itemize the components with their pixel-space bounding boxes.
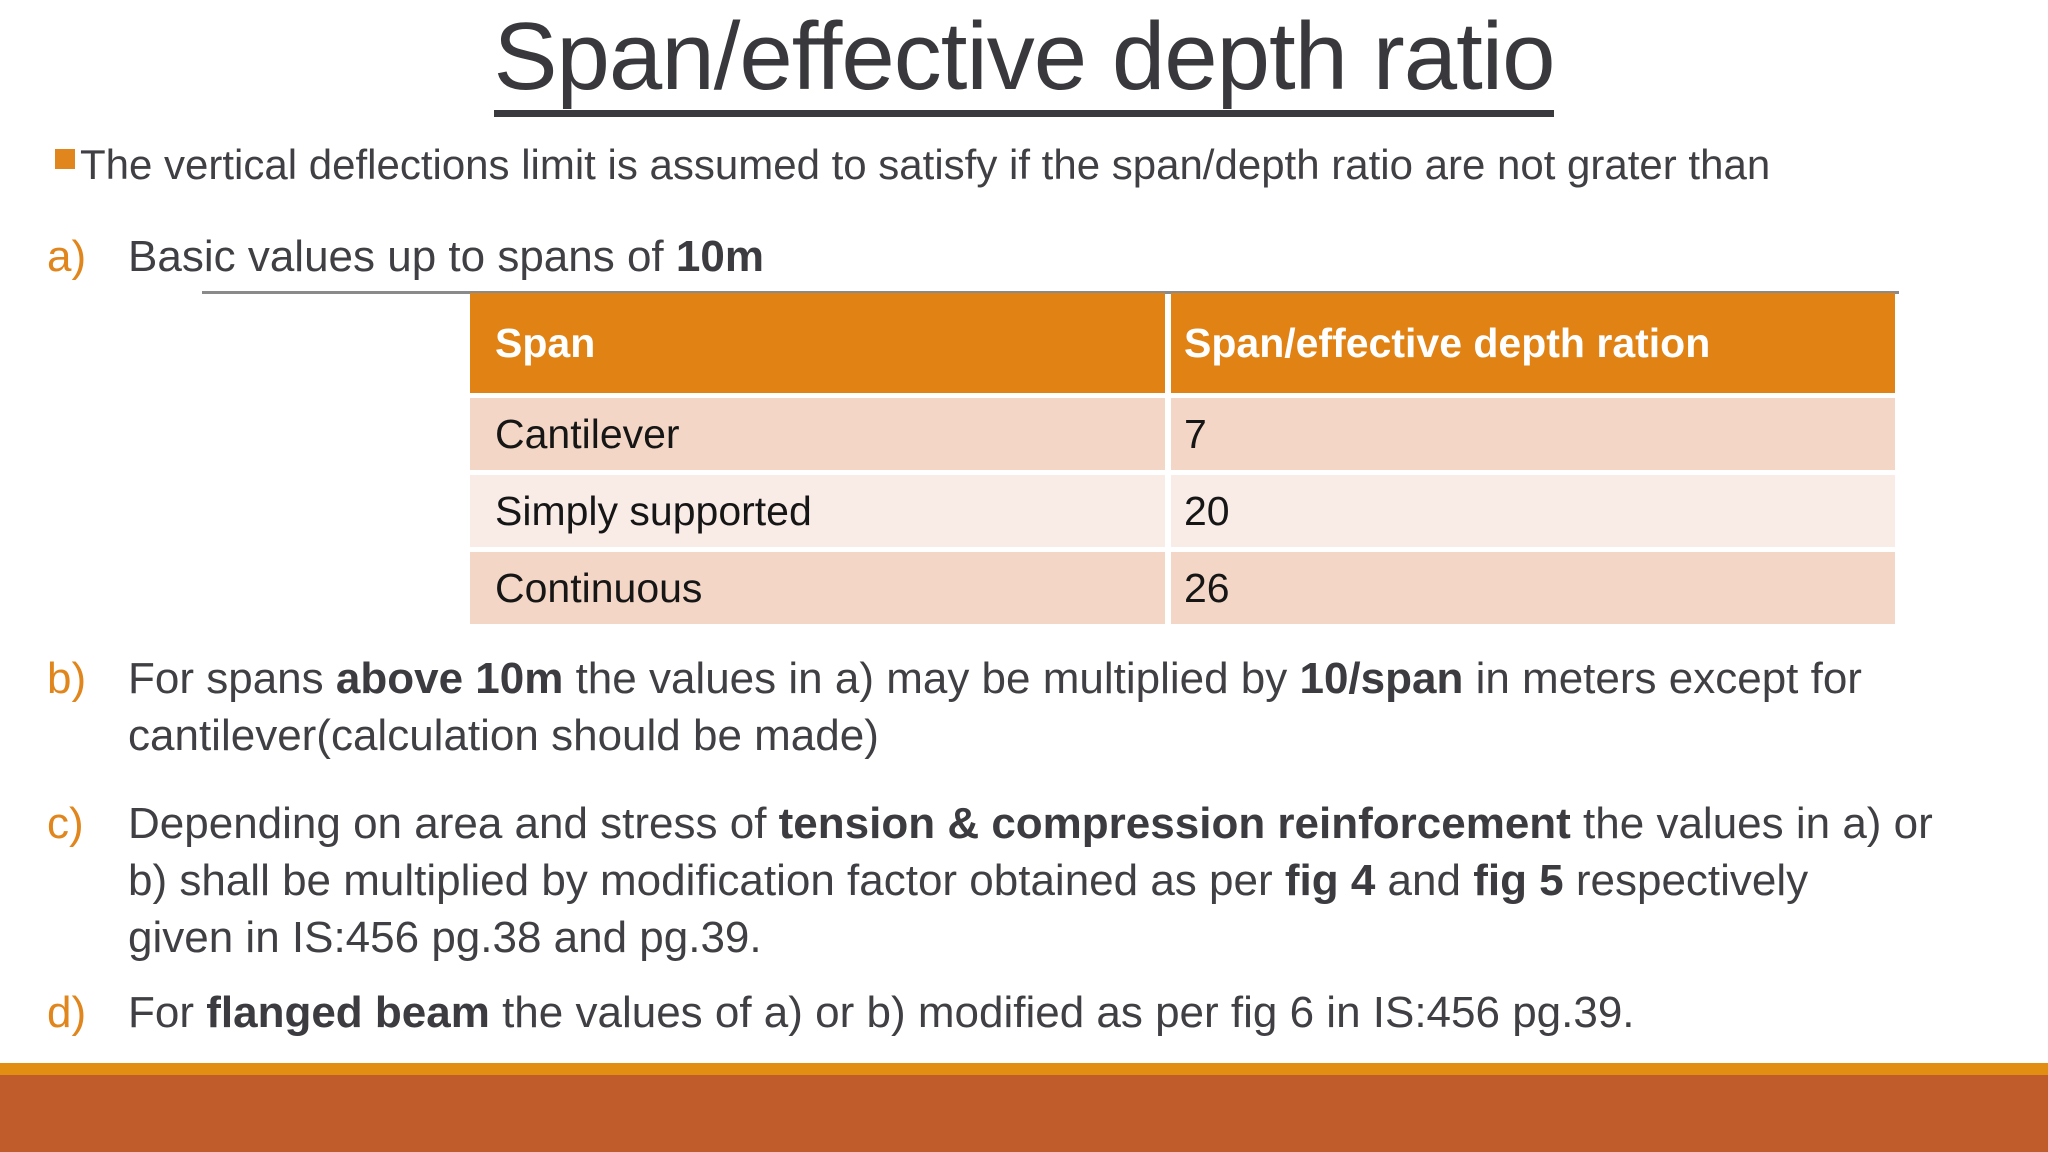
text-run: given in IS:456 pg.38 and pg.39. [128,913,762,962]
page-title: Span/effective depth ratio [493,4,1555,117]
text-run-bold: tension & compression reinforcement [778,799,1571,848]
table-top-border-line [202,291,1899,294]
table-row-cell-ratio: 26 [1171,552,1895,624]
text-run: the values in a) may be multiplied by [563,654,1300,703]
text-run-bold: fig 4 [1284,856,1376,905]
text-run: b) shall be multiplied by modification f… [128,856,1285,905]
footer-bar [0,1075,2048,1152]
table-header-ratio: Span/effective depth ration [1171,293,1895,393]
text-run: respectively [1563,856,1809,905]
list-item-b-text: For spans above 10m the values in a) may… [128,650,1862,764]
text-run-bold: 10/span [1299,654,1464,703]
list-item-a-text: Basic values up to spans of 10m [128,228,764,285]
text-run: and [1375,856,1474,905]
list-item-c-label: c) [47,799,84,848]
intro-bullet-line: The vertical deflections limit is assume… [55,138,1770,192]
text-run: the values in a) or [1570,799,1933,848]
list-item-c: c) Depending on area and stress of tensi… [47,795,1933,966]
title-area: Span/effective depth ratio [0,4,2048,117]
list-item-a: a) Basic values up to spans of 10m [47,228,764,285]
list-item-d-text: For flanged beam the values of a) or b) … [128,984,1635,1041]
intro-text: The vertical deflections limit is assume… [80,141,1771,188]
list-item-d: d) For flanged beam the values of a) or … [47,984,1635,1041]
list-item-a-label: a) [47,232,87,281]
square-bullet-icon [55,149,75,169]
text-run: For [128,988,207,1037]
table-row-cell-span: Continuous [470,552,1165,624]
text-run: cantilever(calculation should be made) [128,711,879,760]
text-run-bold: fig 5 [1473,856,1564,905]
table-row-cell-span: Simply supported [470,475,1165,547]
text-run: For spans [128,654,336,703]
text-run: Basic values up to spans of [128,232,676,281]
text-run-bold: 10m [675,232,764,281]
table-row-cell-ratio: 7 [1171,398,1895,470]
list-item-b: b) For spans above 10m the values in a) … [47,650,1862,764]
list-item-b-label: b) [47,654,87,703]
table-header-span: Span [470,293,1165,393]
text-run-bold: above 10m [335,654,564,703]
text-run: Depending on area and stress of [128,799,779,848]
text-run: in meters except for [1463,654,1862,703]
list-item-d-label: d) [47,988,87,1037]
footer-accent-strip [0,1063,2048,1075]
text-run-bold: flanged beam [206,988,490,1037]
list-item-c-text: Depending on area and stress of tension … [128,795,1933,966]
table-row-cell-span: Cantilever [470,398,1165,470]
table-row-cell-ratio: 20 [1171,475,1895,547]
text-run: the values of a) or b) modified as per f… [489,988,1635,1037]
span-depth-table: Span Span/effective depth ration Cantile… [470,293,1895,624]
